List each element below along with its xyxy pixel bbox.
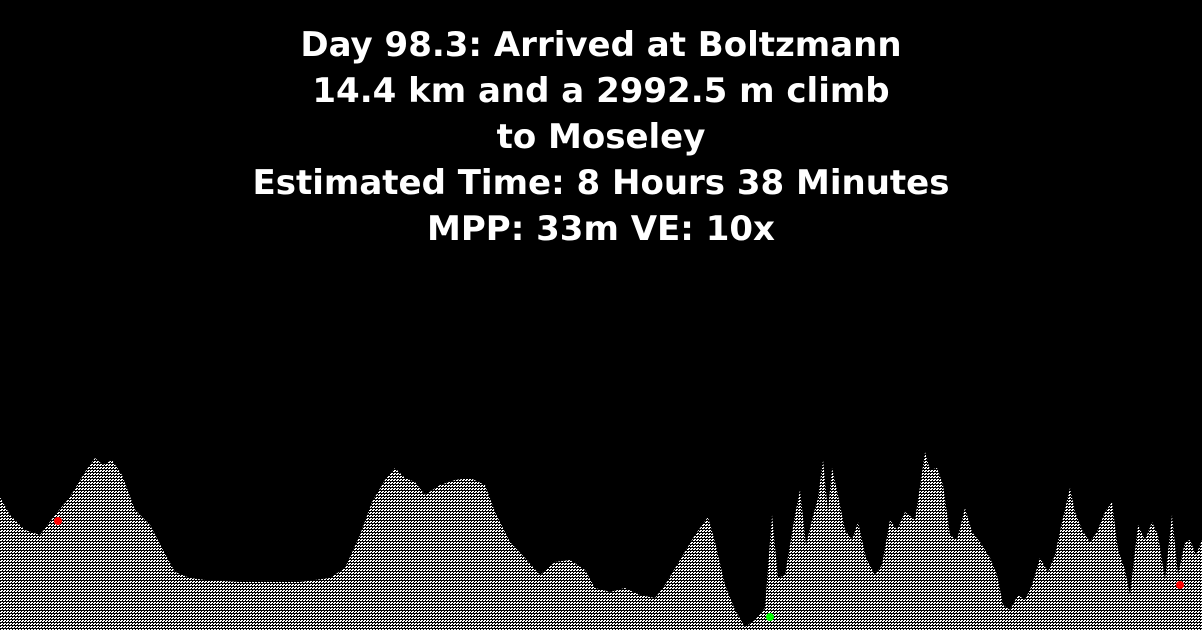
waypoint-marker-2 <box>1176 581 1184 589</box>
scale-info-text: MPP: 33m VE: 10x <box>427 209 775 249</box>
route-caption: Day 98.3: Arrived at Boltzmann 14.4 km a… <box>0 22 1202 252</box>
terrain-area <box>0 452 1202 630</box>
destination-text: to Moseley <box>496 117 706 157</box>
day-arrival-title: Day 98.3: Arrived at Boltzmann <box>300 25 902 65</box>
current-position-marker <box>766 613 774 621</box>
distance-climb-text: 14.4 km and a 2992.5 m climb <box>312 71 890 111</box>
waypoint-marker-0 <box>54 517 62 525</box>
estimated-time-text: Estimated Time: 8 Hours 38 Minutes <box>252 163 950 203</box>
